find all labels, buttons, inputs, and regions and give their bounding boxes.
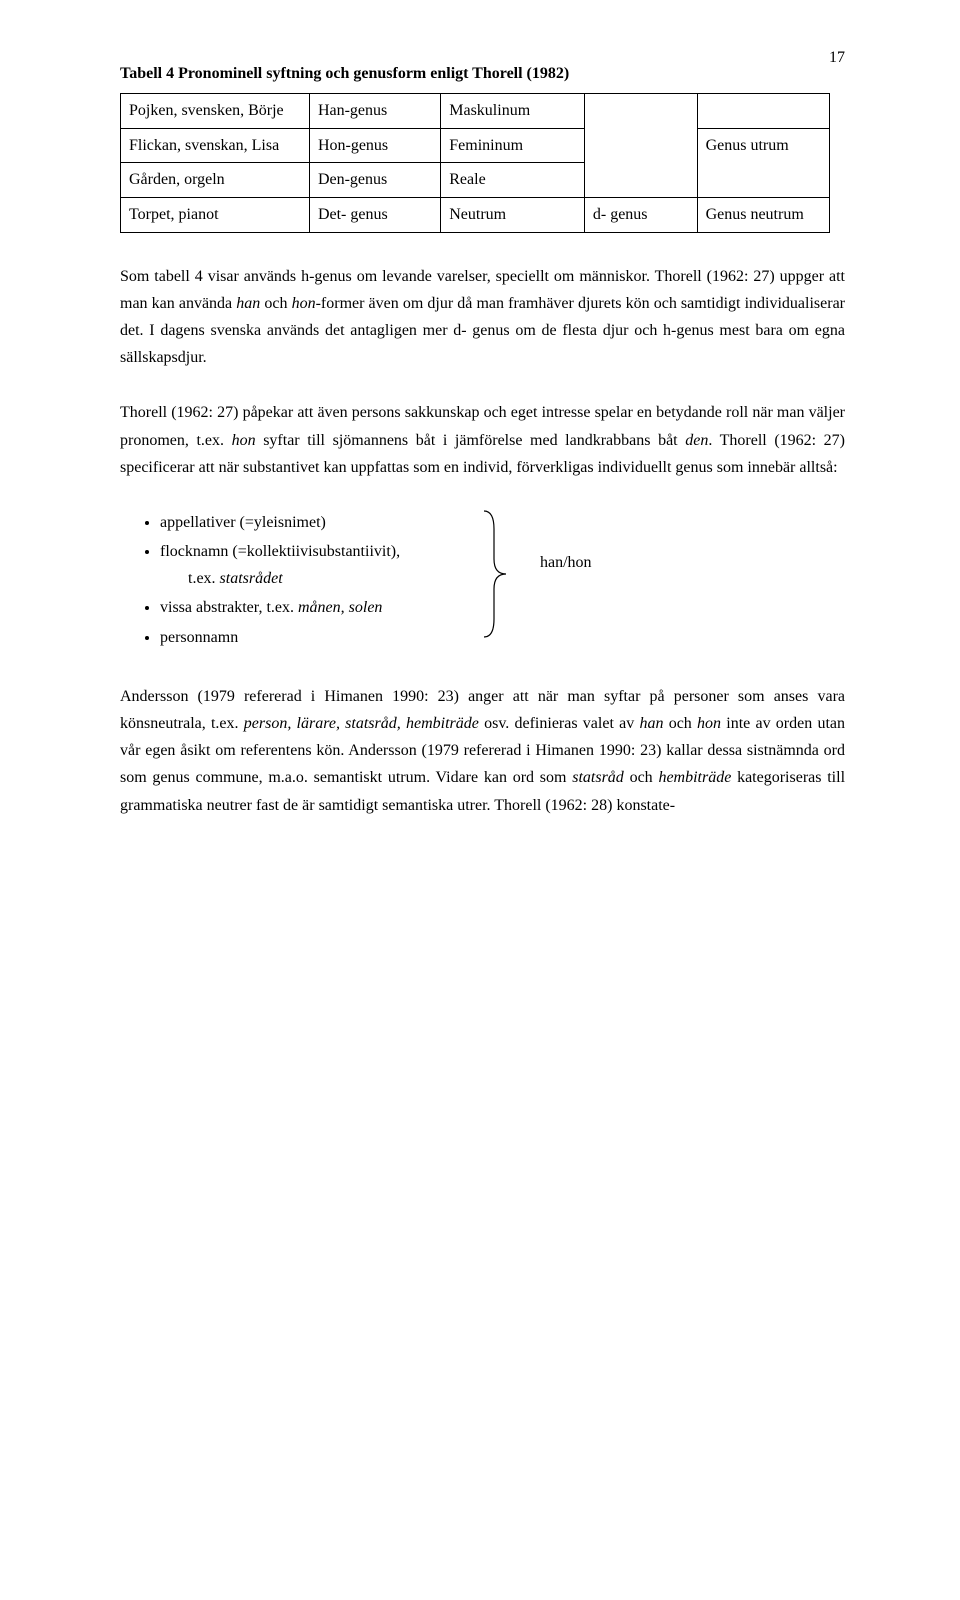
- table-cell: Femininum: [441, 128, 585, 163]
- paragraph-1: Som tabell 4 visar används h-genus om le…: [120, 263, 845, 372]
- bullet-list: han/hon appellativer (=yleisnimet) flock…: [120, 509, 845, 651]
- italic-text: han: [236, 295, 260, 312]
- table-cell: Genus utrum: [697, 128, 829, 197]
- italic-text: månen, solen: [298, 599, 382, 616]
- text: och: [260, 295, 291, 312]
- table-cell: Den-genus: [309, 163, 440, 198]
- table-cell: Reale: [441, 163, 585, 198]
- hanhon-label: han/hon: [540, 549, 592, 576]
- table-cell: [584, 94, 697, 198]
- italic-text: person, lärare, statsråd, hembiträde: [244, 715, 479, 732]
- italic-text: hon: [292, 295, 316, 312]
- table-cell: Neutrum: [441, 197, 585, 232]
- italic-text: den: [685, 432, 708, 449]
- italic-text: hon: [232, 432, 256, 449]
- table-cell: Torpet, pianot: [121, 197, 310, 232]
- italic-text: statsrådet: [220, 570, 283, 587]
- paragraph-2: Thorell (1962: 27) påpekar att även pers…: [120, 399, 845, 481]
- text: syftar till sjömannens båt i jämförelse …: [256, 432, 686, 449]
- italic-text: hon: [697, 715, 721, 732]
- text: vissa abstrakter, t.ex.: [160, 599, 298, 616]
- table-cell: Gården, orgeln: [121, 163, 310, 198]
- paragraph-3: Andersson (1979 refererad i Himanen 1990…: [120, 683, 845, 819]
- table-cell: Han-genus: [309, 94, 440, 129]
- text: och: [624, 769, 659, 786]
- brace-icon: [480, 509, 510, 639]
- italic-text: hembiträde: [658, 769, 731, 786]
- text: och: [663, 715, 697, 732]
- table-cell: Pojken, svensken, Börje: [121, 94, 310, 129]
- page-number: 17: [829, 44, 845, 71]
- page-container: 17 Tabell 4 Pronominell syftning och gen…: [0, 0, 960, 1600]
- text: osv. definieras valet av: [479, 715, 640, 732]
- table-cell: Flickan, svenskan, Lisa: [121, 128, 310, 163]
- text: flocknamn (=kollektiivisubstantiivit),: [160, 543, 400, 560]
- table-row: Pojken, svensken, Börje Han-genus Maskul…: [121, 94, 830, 129]
- table-cell: [697, 94, 829, 129]
- genus-table: Pojken, svensken, Börje Han-genus Maskul…: [120, 93, 830, 232]
- table-row: Flickan, svenskan, Lisa Hon-genus Femini…: [121, 128, 830, 163]
- table-cell: Maskulinum: [441, 94, 585, 129]
- table-title: Tabell 4 Pronominell syftning och genusf…: [120, 60, 845, 87]
- table-cell: d- genus: [584, 197, 697, 232]
- table-cell: Det- genus: [309, 197, 440, 232]
- table-row: Torpet, pianot Det- genus Neutrum d- gen…: [121, 197, 830, 232]
- table-cell: Hon-genus: [309, 128, 440, 163]
- italic-text: statsråd: [572, 769, 624, 786]
- table-cell: Genus neutrum: [697, 197, 829, 232]
- italic-text: han: [639, 715, 663, 732]
- text: t.ex.: [188, 570, 220, 587]
